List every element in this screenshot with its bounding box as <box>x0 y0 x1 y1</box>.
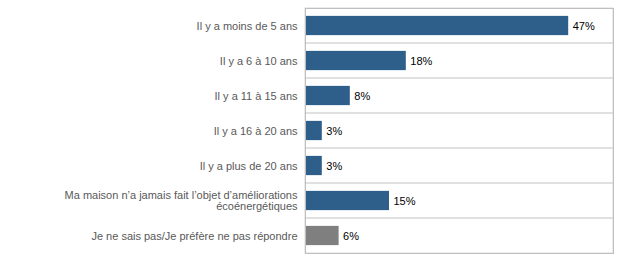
svg-text:3%: 3% <box>326 125 342 137</box>
svg-text:Il y a 6 à 10 ans: Il y a 6 à 10 ans <box>220 55 298 67</box>
svg-text:15%: 15% <box>394 195 416 207</box>
svg-text:3%: 3% <box>326 160 342 172</box>
svg-text:Il y a 11 à 15 ans: Il y a 11 à 15 ans <box>215 90 298 102</box>
svg-text:47%: 47% <box>573 20 595 32</box>
svg-text:6%: 6% <box>343 230 359 242</box>
svg-text:18%: 18% <box>410 55 432 67</box>
svg-text:Il y a 16 à 20 ans: Il y a 16 à 20 ans <box>214 125 298 137</box>
svg-text:Je ne sais pas/Je préfère ne p: Je ne sais pas/Je préfère ne pas répondr… <box>91 230 297 242</box>
svg-text:8%: 8% <box>354 90 370 102</box>
svg-text:Ma maison n’a jamais fait l’ob: Ma maison n’a jamais fait l’objet d’amél… <box>65 189 298 212</box>
svg-text:Il y a moins de 5 ans: Il y a moins de 5 ans <box>197 20 298 32</box>
svg-text:Il y a plus de 20 ans: Il y a plus de 20 ans <box>200 160 298 172</box>
